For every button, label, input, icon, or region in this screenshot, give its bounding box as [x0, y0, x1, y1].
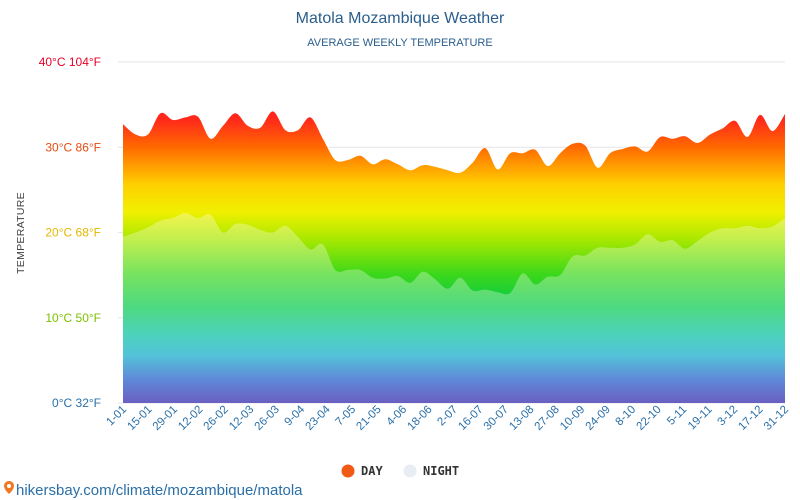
- x-tick-label: 22-10: [635, 404, 664, 433]
- x-tick-label: 30-07: [482, 404, 511, 433]
- y-tick-label: 30°C 86°F: [45, 140, 101, 154]
- y-tick-label: 0°C 32°F: [52, 396, 101, 410]
- night-temperature-overlay: [123, 212, 785, 403]
- legend-item-night[interactable]: NIGHT: [403, 464, 460, 478]
- x-tick-label: 13-08: [507, 404, 536, 433]
- chart-subtitle: AVERAGE WEEKLY TEMPERATURE: [307, 37, 492, 49]
- y-axis-labels: 0°C 32°F 10°C 50°F 20°C 68°F 30°C 86°F 40°C …: [39, 55, 101, 410]
- y-axis-title: TEMPERATURE: [15, 192, 27, 274]
- x-tick-label: 21-05: [354, 404, 383, 433]
- legend-night-label: NIGHT: [423, 464, 459, 478]
- legend-day-label: DAY: [361, 464, 383, 478]
- y-tick-label: 40°C 104°F: [39, 55, 101, 69]
- day-temperature-area: [123, 111, 785, 403]
- legend: DAY NIGHT: [341, 464, 460, 478]
- x-tick-label: 24-09: [584, 404, 613, 433]
- x-tick-label: 26-02: [202, 404, 231, 433]
- x-tick-label: 16-07: [456, 404, 485, 433]
- location-pin-icon: [4, 481, 14, 494]
- legend-item-day[interactable]: DAY: [341, 464, 384, 478]
- y-tick-label: 20°C 68°F: [45, 226, 101, 240]
- credit-link[interactable]: hikersbay.com/climate/mozambique/matola: [16, 482, 303, 499]
- footer-credit[interactable]: hikersbay.com/climate/mozambique/matola: [4, 481, 303, 499]
- x-tick-label: 27-08: [533, 404, 562, 433]
- x-tick-label: 26-03: [253, 404, 282, 433]
- x-tick-label: 18-06: [405, 404, 434, 433]
- legend-day-swatch: [341, 464, 355, 478]
- y-tick-label: 10°C 50°F: [45, 311, 101, 325]
- x-tick-label: 31-12: [762, 404, 791, 433]
- chart-title: Matola Mozambique Weather: [296, 10, 505, 27]
- x-tick-label: 17-12: [736, 404, 765, 433]
- x-tick-label: 12-02: [176, 404, 205, 433]
- legend-night-swatch: [403, 464, 417, 478]
- x-tick-label: 10-09: [558, 404, 587, 433]
- x-tick-label: 29-01: [151, 404, 180, 433]
- x-tick-label: 19-11: [686, 404, 715, 433]
- x-tick-label: 15-01: [125, 404, 154, 433]
- x-tick-label: 12-03: [227, 404, 256, 433]
- x-tick-label: 23-04: [304, 403, 334, 433]
